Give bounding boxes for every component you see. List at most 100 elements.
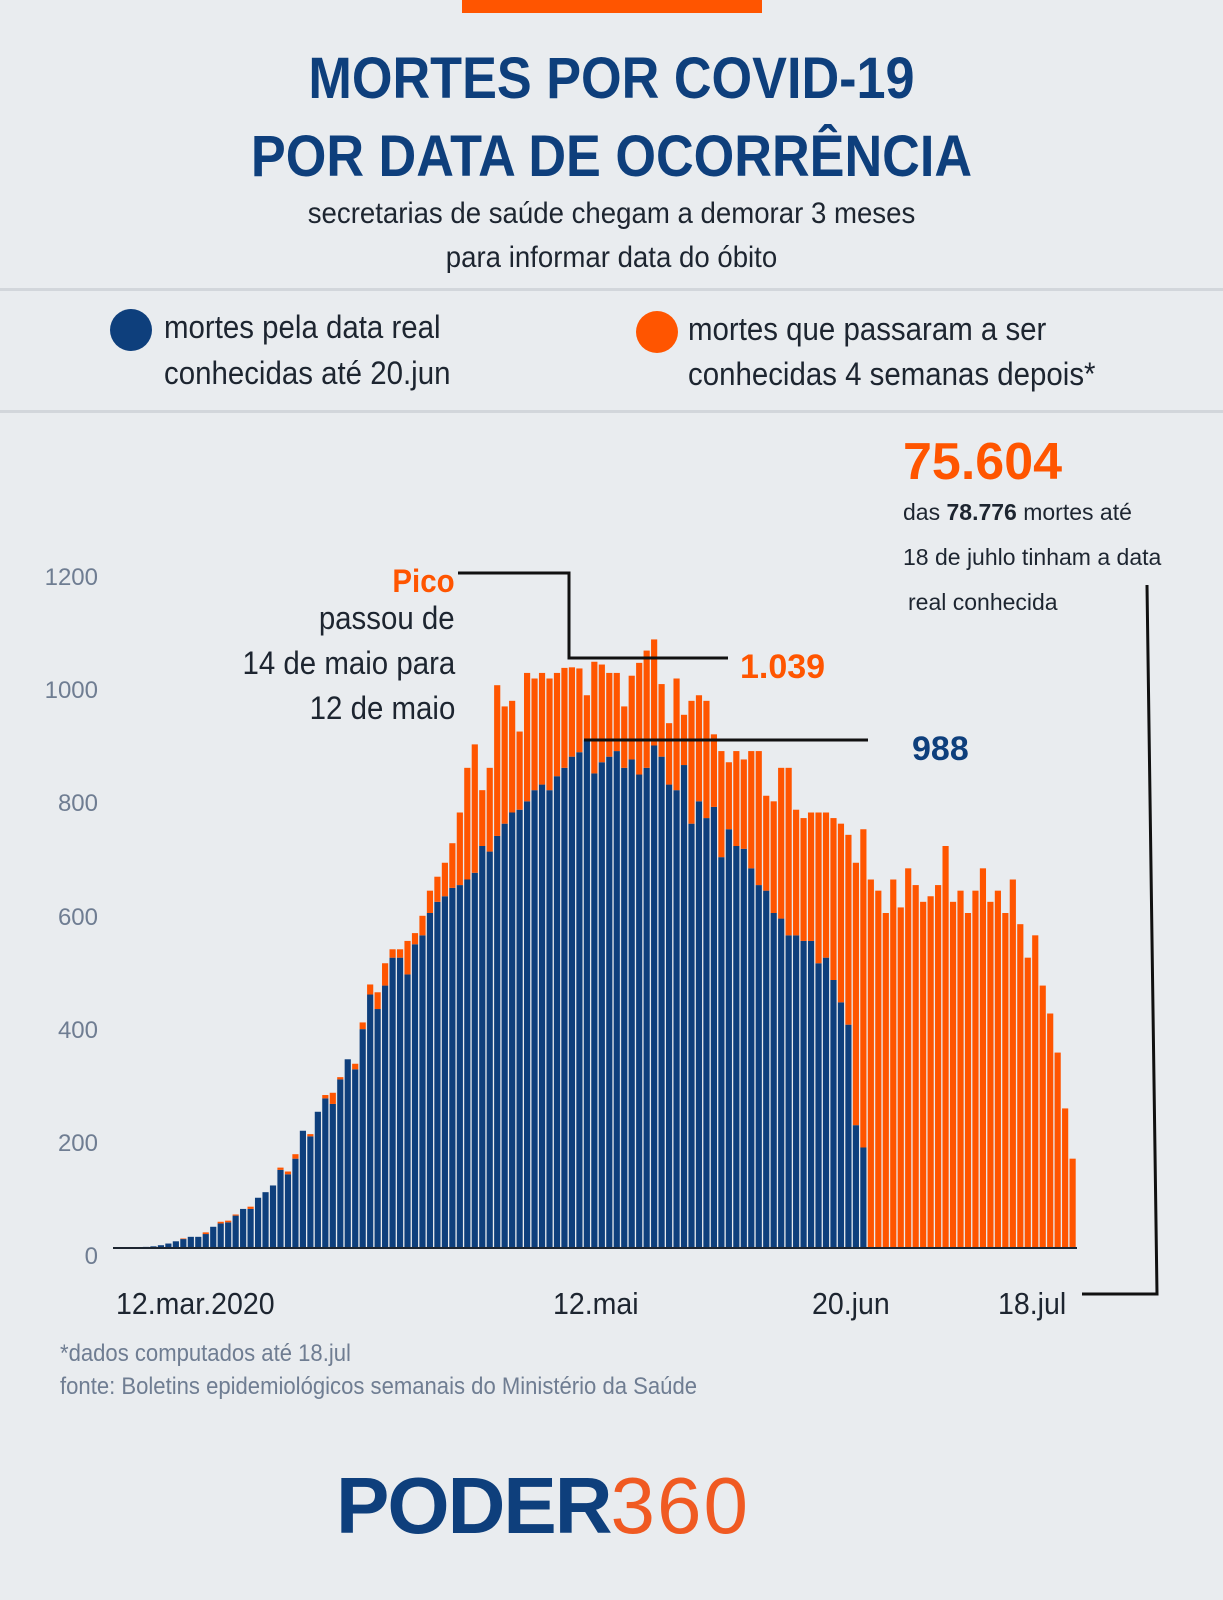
bar-known [778, 918, 785, 1248]
bar-late [770, 801, 777, 913]
x-tick-label: 20.jun [812, 1286, 890, 1321]
bar-late [613, 672, 620, 752]
bar-known [210, 1226, 217, 1248]
bar-known [411, 944, 419, 1248]
callout-line-1-pre: das [903, 499, 947, 525]
bar-known [172, 1241, 179, 1248]
callout-line-1: das 78.776 mortes até [903, 489, 1132, 535]
bar-known [277, 1169, 284, 1248]
title-line-2: POR DATA DE OCORRÊNCIA [250, 124, 973, 189]
bar-late [568, 667, 576, 757]
bar-known [748, 868, 755, 1248]
bar-late [479, 790, 486, 846]
callout-line-1-post: mortes até [1016, 499, 1132, 525]
bar-late [1024, 957, 1031, 1248]
bar-late [1017, 924, 1024, 1248]
legend-late-line2: conhecidas 4 semanas depois* [688, 356, 1096, 392]
bar-late [800, 818, 807, 941]
bar-late [1009, 879, 1016, 1248]
bar-known [718, 857, 725, 1248]
bar-late [202, 1232, 209, 1235]
bar-late [964, 913, 972, 1248]
bar-late [665, 723, 673, 785]
bar-late [284, 1171, 292, 1175]
bar-known [688, 823, 695, 1248]
bar-late [658, 684, 665, 757]
bar-late [538, 672, 546, 785]
y-tick-label: 600 [57, 904, 98, 931]
bar-late [322, 1095, 329, 1099]
bar-known [770, 913, 777, 1248]
bar-late [942, 846, 949, 1248]
bar-known [568, 756, 576, 1248]
bar-late [837, 823, 845, 1003]
y-tick-label: 200 [57, 1130, 98, 1157]
bar-late [531, 678, 538, 791]
bar-late [875, 890, 882, 1248]
bar-late [456, 812, 463, 886]
bar-late [449, 843, 456, 888]
bar-known [225, 1222, 232, 1248]
bar-late [778, 767, 785, 919]
bar-known [217, 1223, 224, 1248]
bar-known [269, 1185, 277, 1248]
bar-known [830, 980, 837, 1248]
legend-known-line1: mortes pela data real [164, 309, 441, 345]
callout-leader-line [1082, 584, 1159, 1296]
bar-known [673, 790, 680, 1248]
bar-known [322, 1098, 329, 1248]
bar-known [247, 1208, 254, 1248]
bar-known [329, 1103, 336, 1248]
bar-late [225, 1220, 232, 1223]
bar-known [651, 745, 658, 1248]
pico-note-line-3: 12 de maio [309, 690, 455, 726]
bar-known [755, 885, 762, 1248]
bar-late [561, 667, 568, 768]
bar-known [628, 759, 635, 1248]
bars-group [113, 639, 1076, 1249]
bar-known [524, 801, 531, 1248]
bar-late [404, 940, 411, 975]
bar-known [314, 1111, 321, 1248]
bar-late [1002, 913, 1009, 1248]
bar-known [367, 994, 374, 1248]
bar-late [434, 876, 441, 902]
bar-known [531, 790, 538, 1248]
divider-bottom [0, 410, 1223, 413]
bar-late [576, 668, 583, 753]
legend-late-line1: mortes que passaram a ser [688, 311, 1047, 347]
bar-known [389, 957, 396, 1248]
x-tick-label: 12.mar.2020 [116, 1286, 275, 1321]
bar-late [793, 809, 800, 936]
bar-late [852, 862, 859, 1126]
bar-known [352, 1069, 359, 1248]
divider-top [0, 288, 1223, 291]
bar-late [337, 1077, 344, 1080]
bar-known [449, 887, 456, 1249]
bar-known [307, 1136, 314, 1248]
bar-late [307, 1134, 314, 1137]
bar-late [695, 695, 703, 802]
bar-late [180, 1238, 187, 1240]
bar-known [785, 935, 792, 1248]
bar-known [180, 1239, 187, 1248]
bar-late [1054, 1052, 1061, 1248]
bar-late [247, 1206, 254, 1209]
bar-known [419, 935, 426, 1248]
bar-late [411, 933, 419, 945]
bar-known [434, 901, 441, 1248]
bar-late [830, 818, 837, 980]
pico-note-line-1: passou de [319, 600, 455, 636]
bar-late [419, 915, 426, 936]
bar-late [352, 1063, 359, 1070]
bar-known [299, 1130, 306, 1248]
peak-known-value: 988 [912, 730, 969, 768]
bar-known [815, 963, 822, 1248]
bar-known [456, 885, 463, 1248]
callout-big-number: 75.604 [903, 433, 1063, 491]
bar-known [292, 1158, 299, 1248]
bar-late [643, 650, 650, 768]
logo-poder: PODER [336, 1461, 612, 1550]
bar-late [740, 759, 747, 849]
